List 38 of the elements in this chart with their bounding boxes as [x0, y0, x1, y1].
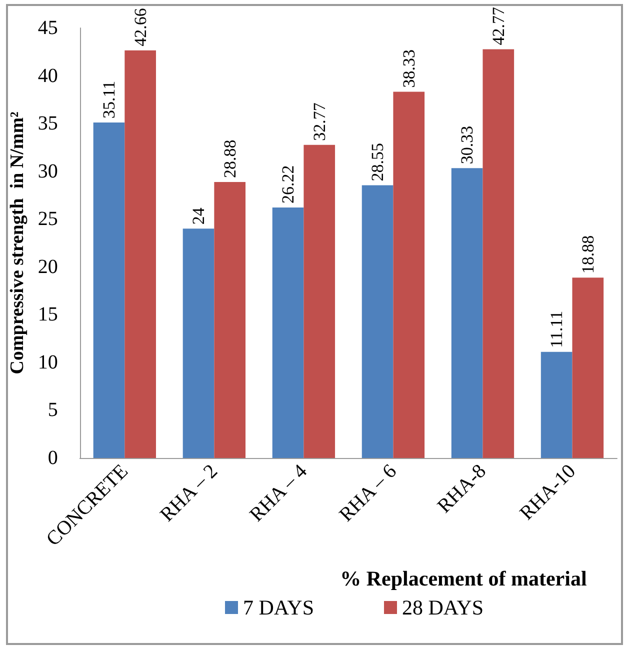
y-tick-label: 20: [38, 256, 58, 278]
y-tick-label: 10: [38, 351, 58, 374]
bar: [124, 50, 156, 458]
bar: [304, 144, 336, 458]
bar: [93, 122, 125, 458]
bar: [482, 49, 514, 458]
bar: [214, 182, 246, 458]
data-label: 30.33: [458, 126, 477, 164]
y-axis-title: Compressive strength in N/mm²: [7, 111, 28, 374]
bar: [272, 207, 304, 458]
bar: [540, 352, 572, 458]
data-label: 38.33: [399, 49, 418, 88]
y-tick-label: 15: [38, 304, 58, 326]
bar: [182, 228, 214, 458]
y-tick-label: 35: [38, 112, 58, 135]
data-label: 32.77: [310, 102, 329, 141]
data-label: 28.55: [368, 142, 388, 182]
data-label: 26.22: [278, 165, 298, 204]
bar: [451, 168, 483, 458]
y-tick-label: 45: [38, 17, 58, 39]
y-tick-label: 5: [48, 399, 58, 422]
bar: [393, 92, 425, 458]
y-tick-label: 40: [38, 64, 58, 87]
legend-label: 28 DAYS: [402, 596, 484, 620]
x-axis-title: % Replacement of material: [340, 566, 587, 590]
data-label: 11.11: [547, 310, 566, 348]
data-label: 42.66: [130, 8, 150, 46]
bar: [362, 185, 394, 458]
legend-label: 7 DAYS: [243, 596, 314, 620]
y-tick-label: 25: [38, 208, 58, 230]
y-tick-label: 0: [48, 447, 58, 469]
data-label: 35.11: [99, 80, 118, 119]
data-label: 18.88: [578, 235, 598, 274]
bar: [572, 278, 604, 458]
y-tick-label: 30: [38, 160, 58, 182]
data-label: 28.88: [220, 140, 240, 178]
data-label: 42.77: [488, 6, 508, 46]
data-label: 24: [189, 207, 208, 225]
